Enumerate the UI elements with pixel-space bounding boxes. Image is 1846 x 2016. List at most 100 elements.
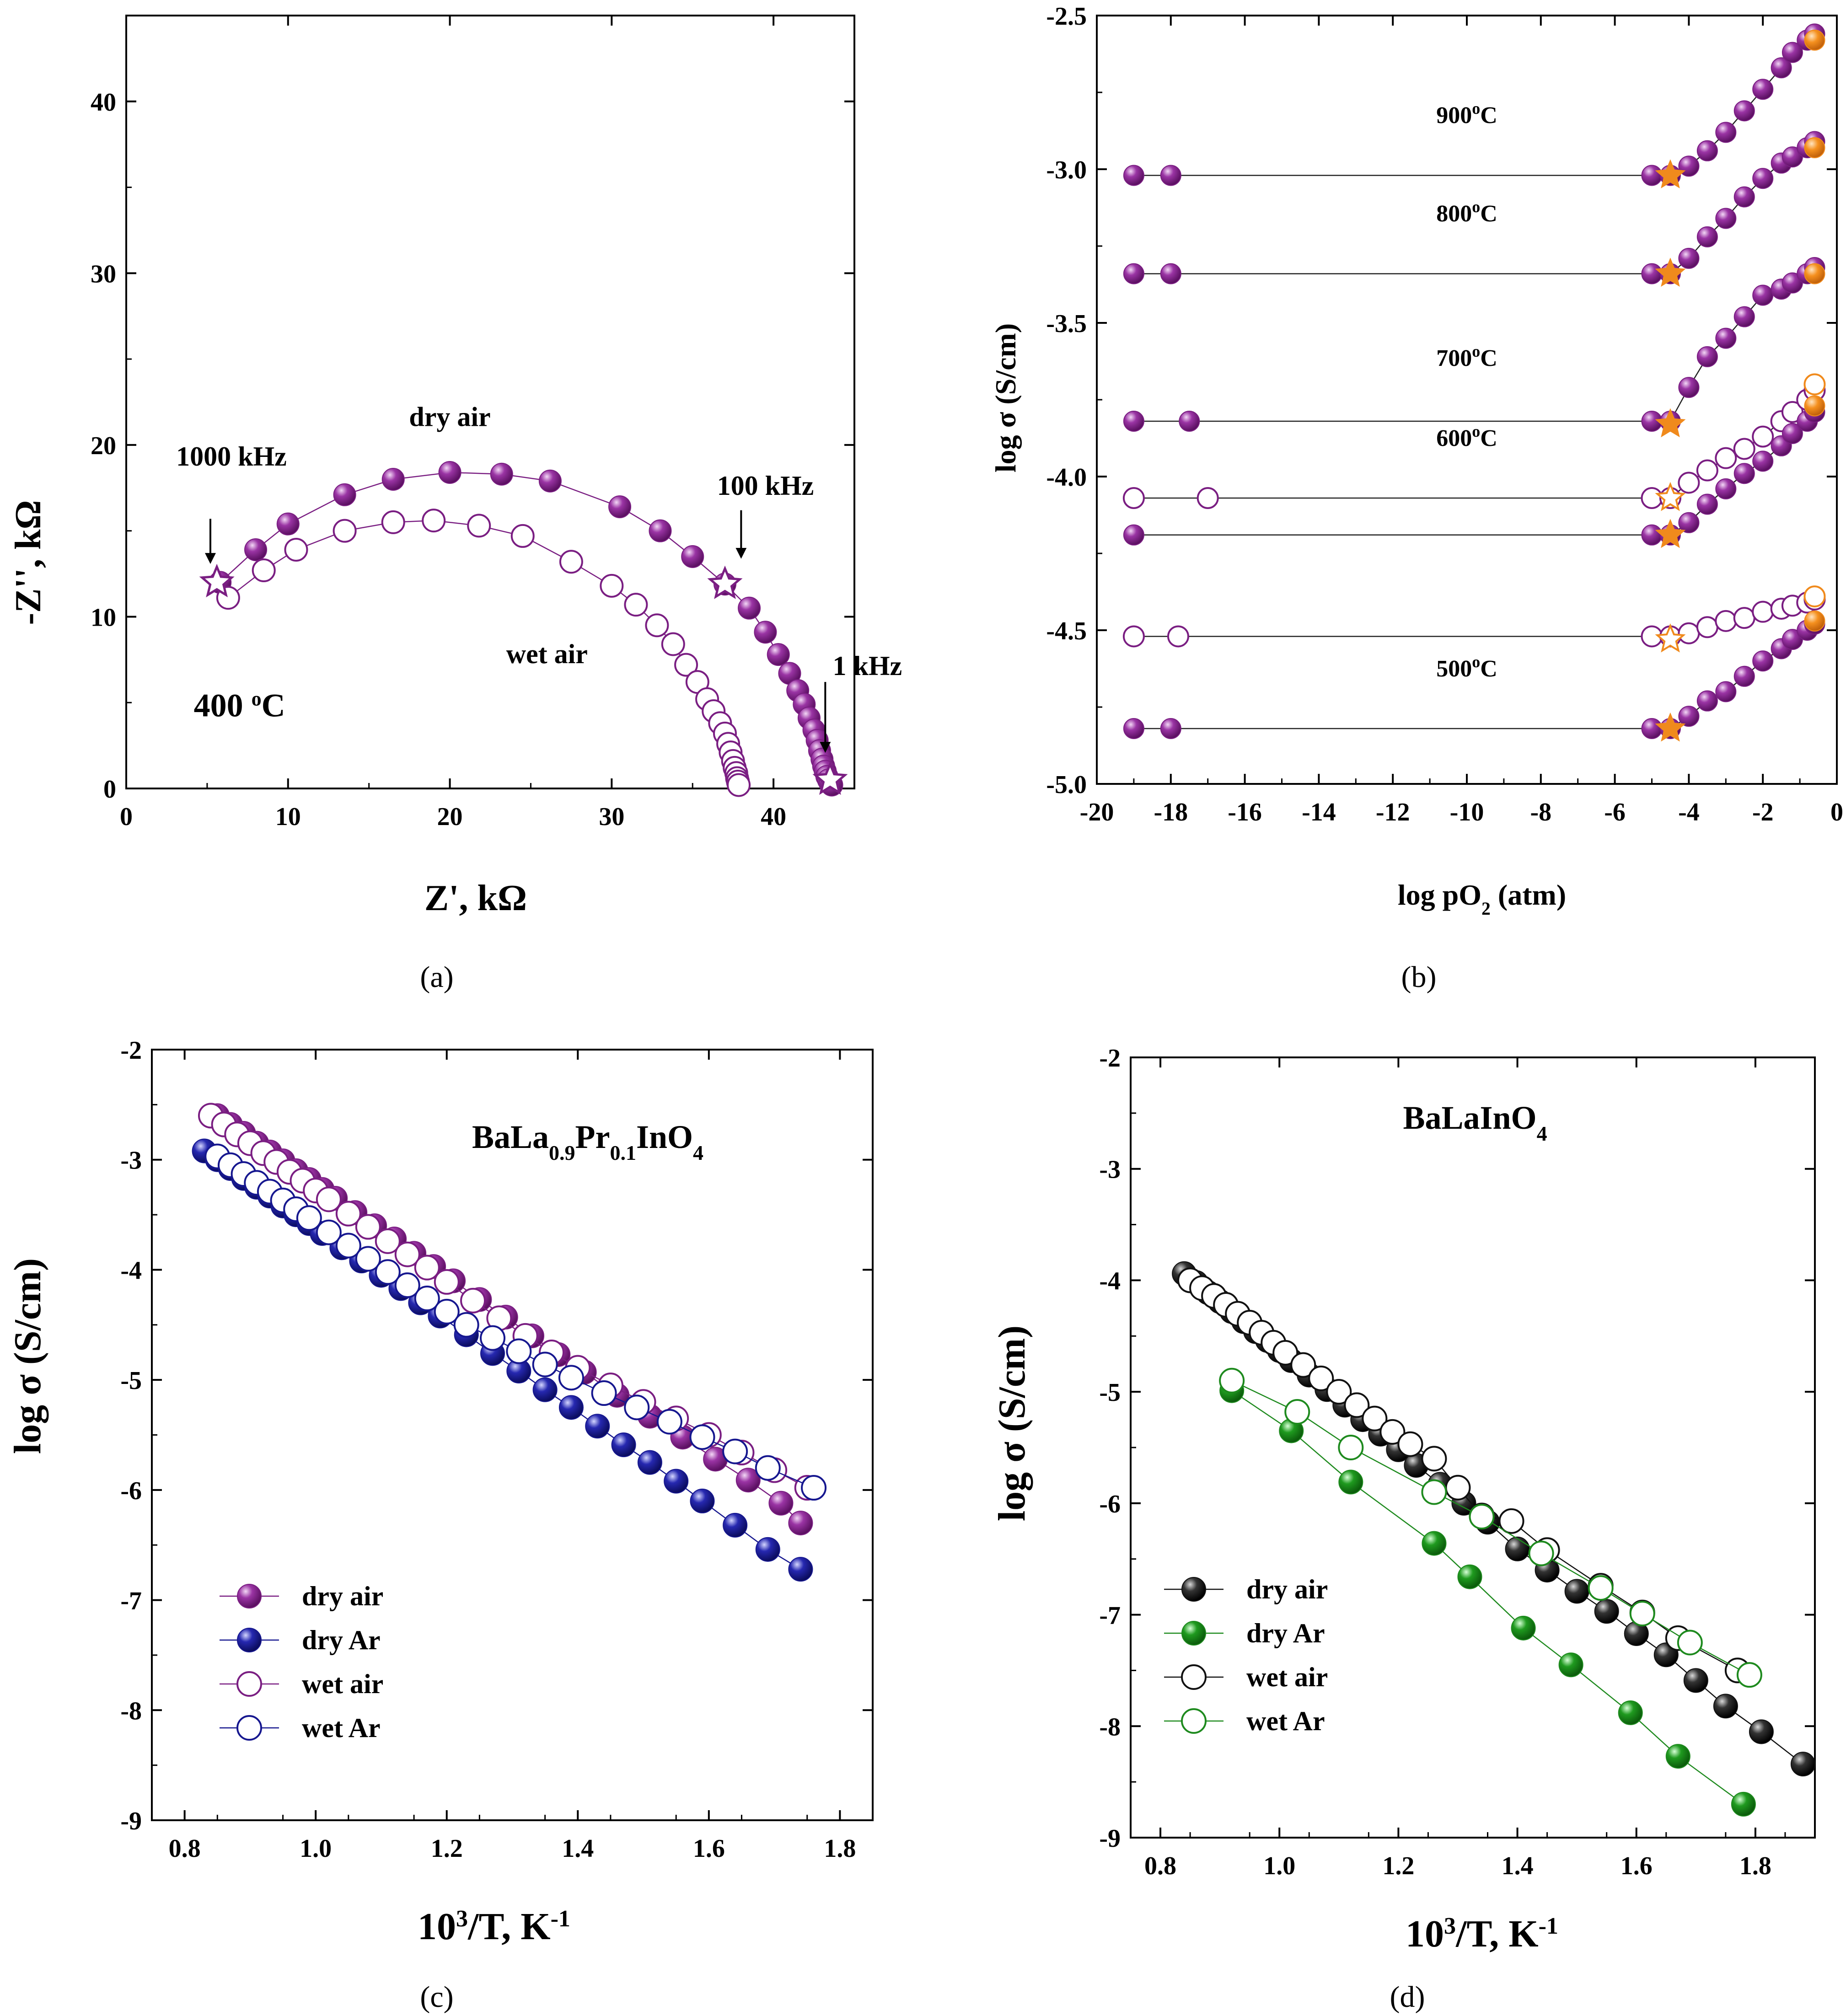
data-point — [1790, 1752, 1815, 1777]
legend-label: dry air — [302, 1581, 383, 1611]
data-point — [661, 632, 685, 656]
data-point — [480, 1325, 506, 1351]
data-point — [394, 1272, 420, 1298]
y-tick-label: -3 — [1099, 1156, 1121, 1184]
panel-tag-c: (c) — [420, 1980, 453, 2014]
data-point — [276, 512, 300, 536]
orange-end-point — [1804, 29, 1825, 51]
annotation-part: C — [1480, 102, 1497, 129]
y-tick-label: 30 — [91, 260, 116, 288]
data-point — [1696, 140, 1718, 161]
x-tick-label: 0 — [120, 803, 133, 831]
data-point — [467, 514, 491, 538]
y-tick-label: -7 — [120, 1587, 142, 1615]
data-point — [333, 483, 356, 506]
data-point — [316, 1186, 342, 1212]
data-point — [1715, 681, 1737, 702]
data-point — [1498, 1508, 1524, 1534]
data-point — [1558, 1652, 1583, 1678]
data-point — [1445, 1474, 1471, 1501]
data-point — [1752, 601, 1774, 623]
data-point — [1421, 1446, 1447, 1472]
x-tick-label: -12 — [1376, 798, 1410, 826]
data-point — [1362, 1405, 1388, 1432]
orange-end-point — [1803, 585, 1826, 608]
data-point — [768, 1491, 794, 1516]
data-point — [1641, 487, 1663, 509]
temperature-label: 700oC — [1436, 342, 1497, 371]
star-marker — [1655, 408, 1686, 438]
data-point — [1338, 1435, 1364, 1460]
data-point — [453, 1312, 479, 1338]
data-point — [333, 519, 357, 543]
data-point — [1677, 1630, 1703, 1656]
data-point — [1594, 1599, 1619, 1624]
panel-b: -20 -18 -16 -14 -12 -10 -8 -6 -4 -2 0-5.0-4.5-4.0-… — [989, 2, 1843, 919]
orange-end-point — [1804, 610, 1825, 632]
series-line — [1133, 390, 1815, 499]
data-point — [624, 1394, 650, 1421]
data-point — [624, 593, 648, 617]
y-tick-label: -7 — [1099, 1602, 1121, 1630]
chart-title-part: BaLaInO — [1403, 1099, 1536, 1136]
y-tick-label: -2 — [120, 1036, 142, 1065]
data-point — [1752, 284, 1774, 306]
data-point — [1782, 42, 1803, 63]
axis-title-part: 3 — [456, 1906, 468, 1932]
legend-marker — [1181, 1577, 1206, 1602]
data-point — [375, 1259, 401, 1285]
annotation-sup: o — [1472, 653, 1480, 671]
series-line — [1133, 623, 1815, 729]
legend-marker — [236, 1671, 262, 1697]
annotation-part: 700 — [1436, 345, 1472, 371]
series-line-dry-air — [220, 472, 832, 786]
x-axis-title: 103/T, K-1 — [1406, 1913, 1558, 1955]
chart-title-part: BaLa — [472, 1119, 549, 1155]
data-point — [335, 1201, 361, 1227]
data-point — [510, 524, 535, 548]
legend-label: wet Ar — [302, 1713, 381, 1743]
x-tick-label: -4 — [1678, 798, 1700, 826]
data-point — [1179, 411, 1200, 432]
data-point — [1715, 610, 1737, 632]
x-tick-label: -18 — [1154, 798, 1188, 826]
data-point — [755, 1455, 781, 1481]
data-point — [381, 510, 405, 534]
annotation: 400 oC — [194, 687, 285, 724]
data-point — [1731, 1791, 1756, 1817]
data-point — [754, 621, 777, 644]
star-marker — [1655, 519, 1686, 548]
y-tick-label: 10 — [91, 603, 116, 632]
x-tick-label: 40 — [761, 803, 786, 831]
y-tick-label: 20 — [91, 432, 116, 460]
temperature-label: 800oC — [1436, 198, 1497, 227]
data-point — [1505, 1536, 1530, 1561]
chart-title: BaLa0.9Pr0.1InO4 — [472, 1119, 703, 1164]
legend-marker — [237, 1584, 262, 1609]
orange-end-point — [1803, 373, 1826, 396]
data-point — [1397, 1431, 1423, 1457]
annotation: 1000 kHz — [176, 441, 287, 472]
star-marker — [1655, 257, 1686, 287]
frequency-star-marker — [812, 761, 848, 795]
axis-title-part: -1 — [551, 1906, 570, 1932]
annotation-part: 600 — [1436, 425, 1472, 451]
data-point — [1641, 524, 1663, 546]
y-tick-label: -6 — [120, 1477, 142, 1505]
y-tick-label: -9 — [120, 1807, 142, 1835]
data-point — [649, 519, 672, 542]
data-point — [1678, 512, 1700, 533]
axis-title-part: /T, K — [467, 1905, 550, 1948]
annotation: 100 kHz — [717, 471, 814, 501]
data-point — [1715, 478, 1737, 499]
data-point — [801, 1475, 827, 1501]
data-point — [1290, 1352, 1316, 1378]
legend-label: dry air — [1246, 1574, 1328, 1604]
annotation-sup: o — [1472, 198, 1480, 216]
y-axis-title: log σ (S/cm) — [991, 1325, 1033, 1521]
data-point — [1749, 1719, 1774, 1744]
data-point — [414, 1286, 440, 1312]
data-point — [394, 1241, 420, 1267]
data-point — [1528, 1540, 1554, 1566]
data-point — [1588, 1575, 1614, 1601]
